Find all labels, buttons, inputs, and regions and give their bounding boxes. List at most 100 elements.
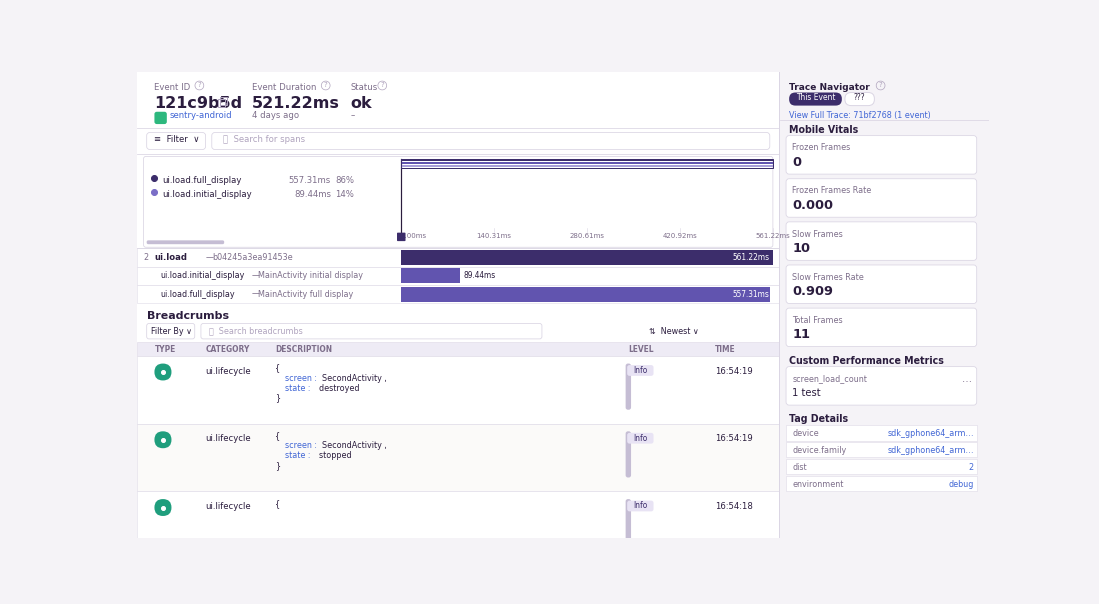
FancyBboxPatch shape — [212, 132, 769, 149]
FancyBboxPatch shape — [628, 433, 654, 443]
Text: Frozen Frames Rate: Frozen Frames Rate — [792, 187, 872, 196]
Text: {: { — [276, 431, 280, 440]
Text: 557.31ms: 557.31ms — [289, 176, 331, 185]
Text: 561.22ms: 561.22ms — [733, 252, 769, 262]
Text: device.family: device.family — [792, 446, 846, 455]
Text: ?: ? — [879, 83, 882, 89]
Text: Total Frames: Total Frames — [792, 316, 843, 325]
Bar — [401, 286, 770, 302]
Text: 420.92ms: 420.92ms — [663, 233, 697, 239]
Text: 89.44ms: 89.44ms — [295, 190, 331, 199]
Text: Info: Info — [633, 501, 647, 510]
Text: ≡  Filter  ∨: ≡ Filter ∨ — [155, 135, 200, 144]
Text: 86%: 86% — [335, 176, 354, 185]
Text: ???: ??? — [854, 93, 866, 102]
Text: MainActivity full display: MainActivity full display — [258, 290, 354, 298]
Bar — [137, 72, 779, 538]
Text: Status: Status — [351, 83, 378, 92]
Text: Frozen Frames: Frozen Frames — [792, 143, 851, 152]
FancyBboxPatch shape — [786, 136, 977, 174]
Text: SecondActivity ,: SecondActivity , — [318, 373, 387, 382]
FancyBboxPatch shape — [625, 364, 631, 410]
Text: Breadcrumbs: Breadcrumbs — [146, 311, 229, 321]
Text: 280.61ms: 280.61ms — [569, 233, 604, 239]
Text: b04245a3ea91453e: b04245a3ea91453e — [212, 252, 292, 262]
Text: 521.22ms: 521.22ms — [252, 95, 340, 111]
Text: state :: state : — [276, 451, 311, 460]
FancyBboxPatch shape — [625, 431, 631, 478]
Text: 0.909: 0.909 — [792, 285, 833, 298]
Text: 16:54:19: 16:54:19 — [714, 434, 753, 443]
Text: 140.31ms: 140.31ms — [476, 233, 511, 239]
FancyBboxPatch shape — [625, 499, 631, 545]
Text: ui.load: ui.load — [155, 252, 188, 262]
Text: 1 test: 1 test — [792, 388, 821, 398]
Bar — [786, 476, 977, 492]
Text: 14%: 14% — [335, 190, 354, 199]
Text: {: { — [276, 364, 280, 373]
Bar — [137, 285, 779, 303]
FancyBboxPatch shape — [155, 364, 171, 381]
FancyBboxPatch shape — [786, 308, 977, 347]
Bar — [401, 249, 773, 265]
Text: screen_load_count: screen_load_count — [792, 374, 867, 384]
Text: ?: ? — [380, 83, 385, 89]
Text: 561.22ms: 561.22ms — [755, 233, 790, 239]
Bar — [137, 492, 779, 559]
Bar — [401, 162, 773, 164]
Text: View Full Trace: 71bf2768 (1 event): View Full Trace: 71bf2768 (1 event) — [789, 111, 931, 120]
Text: destroyed: destroyed — [313, 384, 359, 393]
Bar — [220, 97, 227, 105]
Text: TIME: TIME — [714, 345, 735, 354]
Text: device: device — [792, 429, 819, 438]
Text: Tag Details: Tag Details — [789, 414, 848, 425]
Text: …: … — [962, 374, 972, 384]
Bar — [780, 72, 989, 538]
Text: 121c9b5d: 121c9b5d — [155, 95, 243, 111]
Text: sdk_gphone64_arm…: sdk_gphone64_arm… — [887, 429, 974, 438]
Text: TYPE: TYPE — [155, 345, 176, 354]
FancyBboxPatch shape — [628, 365, 654, 376]
Bar — [218, 100, 225, 107]
Bar — [786, 442, 977, 457]
Text: environment: environment — [792, 480, 844, 489]
FancyBboxPatch shape — [201, 324, 542, 339]
Text: Info: Info — [633, 434, 647, 443]
Text: —: — — [252, 271, 260, 280]
Text: screen :: screen : — [276, 442, 318, 451]
Text: Event ID: Event ID — [155, 83, 190, 92]
Text: ⇅  Newest ∨: ⇅ Newest ∨ — [648, 327, 699, 336]
Text: 16:54:18: 16:54:18 — [714, 502, 753, 511]
Text: 0.000: 0.000 — [792, 199, 833, 212]
Text: 🔍  Search breadcrumbs: 🔍 Search breadcrumbs — [209, 327, 302, 336]
FancyBboxPatch shape — [397, 233, 406, 241]
Text: dist: dist — [792, 463, 807, 472]
FancyBboxPatch shape — [786, 179, 977, 217]
Text: }: } — [276, 394, 280, 403]
Text: 89.44ms: 89.44ms — [463, 271, 496, 280]
Text: ?: ? — [324, 83, 328, 89]
Text: This Event: This Event — [796, 93, 835, 102]
Bar — [401, 159, 773, 168]
Text: MainActivity initial display: MainActivity initial display — [258, 271, 364, 280]
Text: stopped: stopped — [313, 451, 352, 460]
Text: ui.load.initial_display: ui.load.initial_display — [163, 190, 252, 199]
Text: Slow Frames: Slow Frames — [792, 230, 843, 239]
Text: ui.load.full_display: ui.load.full_display — [160, 290, 235, 298]
Text: 0.00ms: 0.00ms — [401, 233, 428, 239]
Text: 2: 2 — [144, 252, 148, 262]
Text: ui.load.initial_display: ui.load.initial_display — [160, 271, 245, 280]
Text: debug: debug — [948, 480, 974, 489]
Text: }: } — [276, 461, 280, 471]
Text: ui.lifecycle: ui.lifecycle — [206, 434, 252, 443]
Bar — [137, 423, 779, 492]
Text: CATEGORY: CATEGORY — [206, 345, 249, 354]
Text: DESCRIPTION: DESCRIPTION — [276, 345, 333, 354]
FancyBboxPatch shape — [155, 112, 167, 124]
FancyBboxPatch shape — [144, 156, 773, 247]
Text: screen :: screen : — [276, 373, 318, 382]
Bar — [401, 165, 773, 167]
FancyBboxPatch shape — [786, 222, 977, 260]
Text: Filter By ∨: Filter By ∨ — [152, 327, 192, 336]
Text: Custom Performance Metrics: Custom Performance Metrics — [789, 356, 944, 366]
